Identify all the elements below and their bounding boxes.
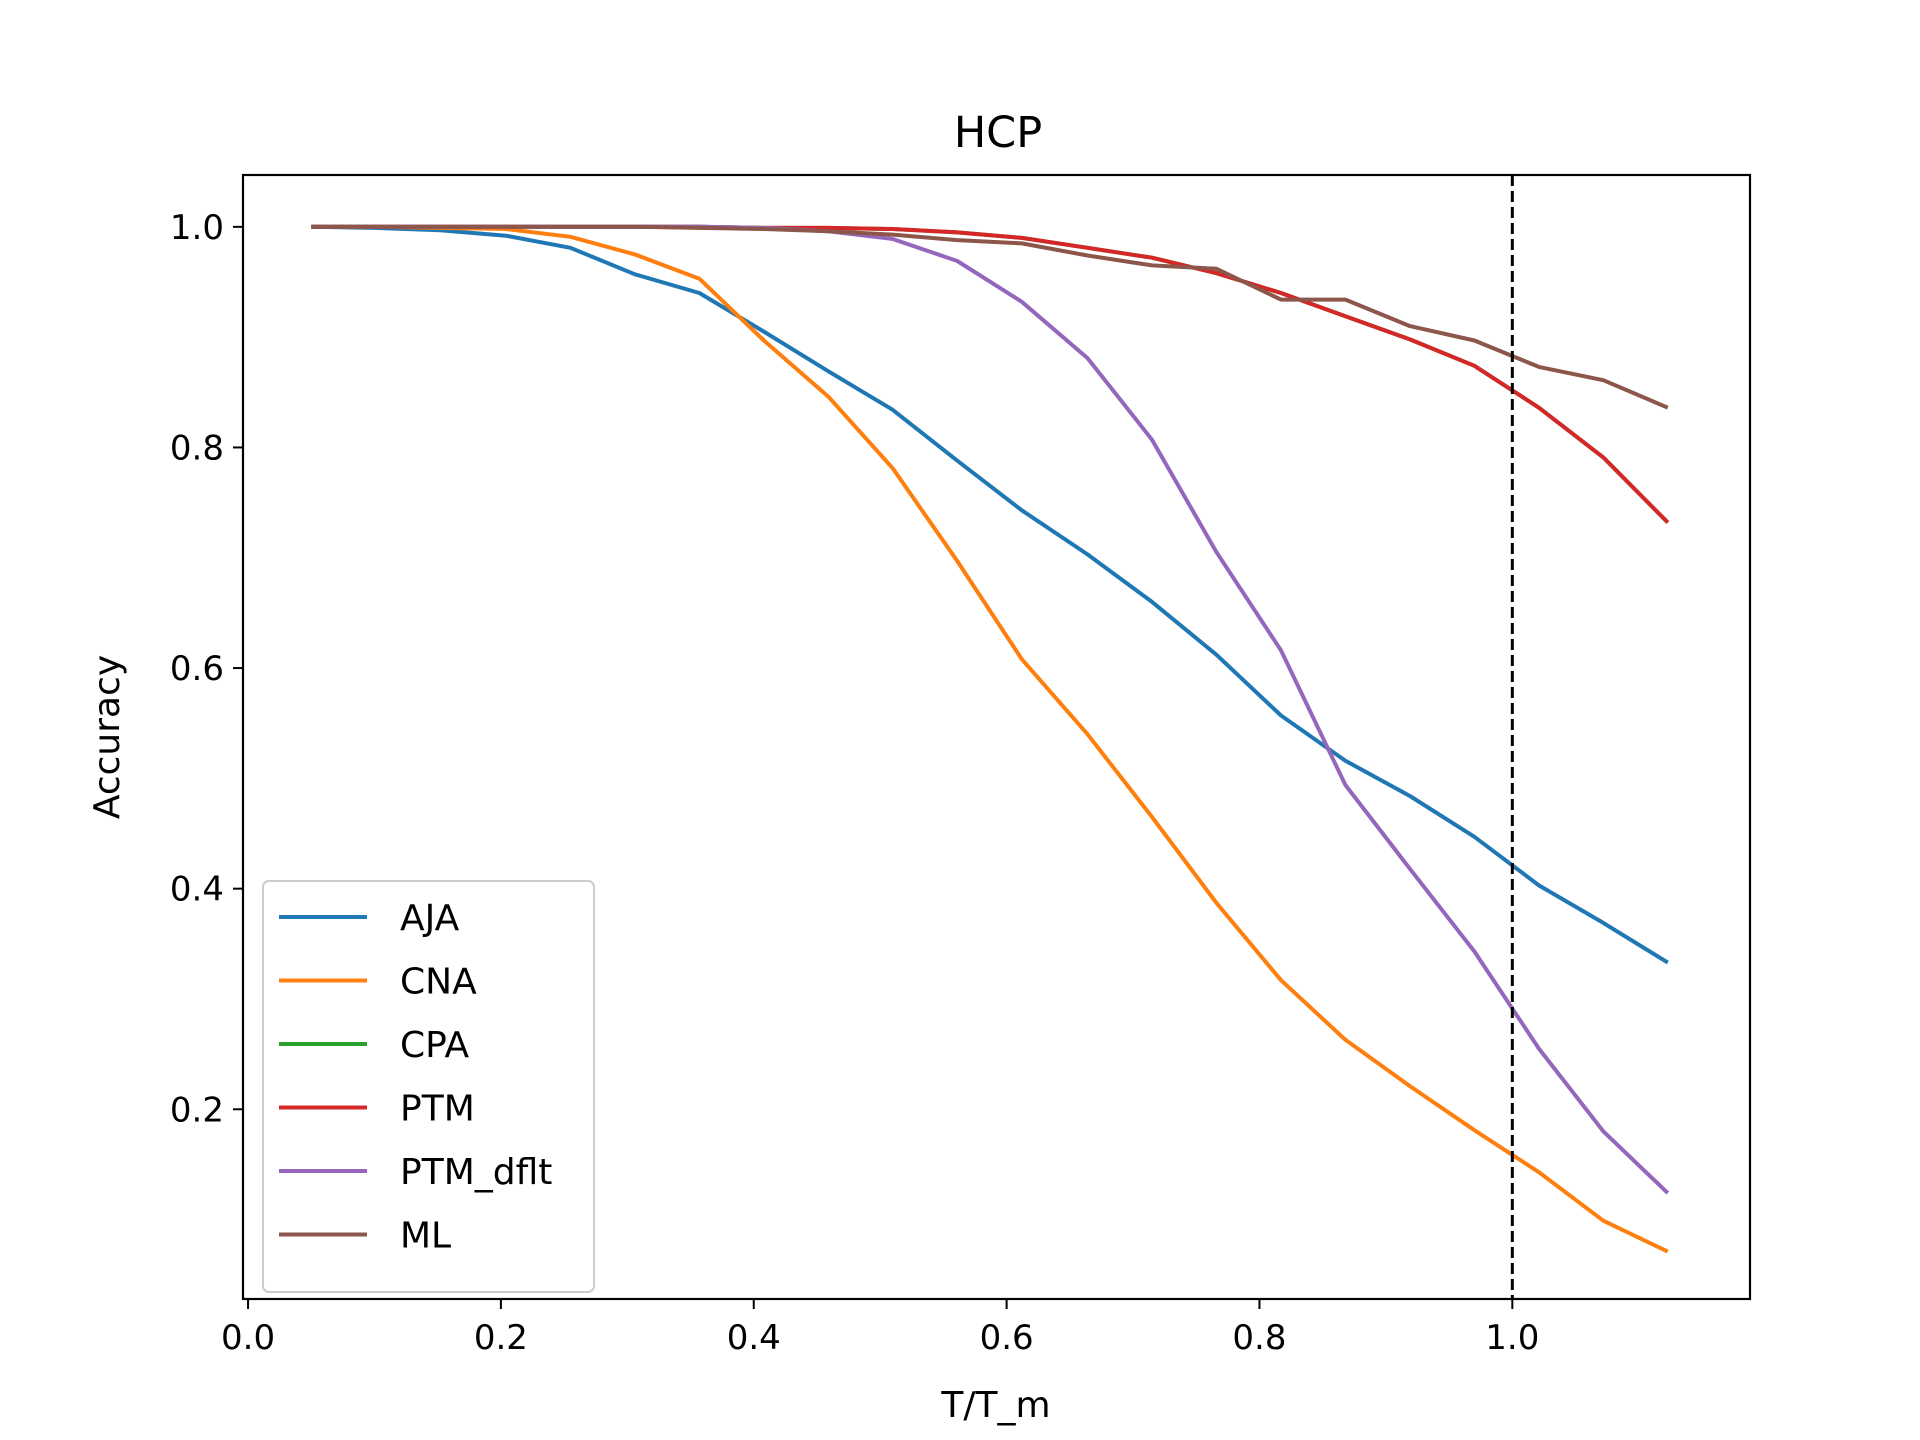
legend-label: ML: [400, 1216, 451, 1257]
x-tick-label: 0.6: [980, 1318, 1034, 1358]
y-axis: 0.2 0.4 0.6 0.8 1.0: [170, 208, 243, 1130]
legend-label: CNA: [400, 962, 477, 1003]
series-line-aja: [311, 224, 1669, 965]
y-tick-label: 0.6: [170, 649, 224, 689]
x-axis: 0.0 0.2 0.4 0.6 0.8 1.0: [221, 1299, 1539, 1358]
legend: AJA CNA CPA PTM PTM_dflt ML: [262, 880, 595, 1293]
legend-label: CPA: [400, 1025, 470, 1066]
x-tick-label: 0.0: [221, 1318, 275, 1358]
y-tick-label: 1.0: [170, 208, 224, 248]
legend-label: AJA: [400, 898, 460, 939]
x-tick-label: 0.8: [1232, 1318, 1286, 1358]
y-tick-label: 0.4: [170, 870, 224, 910]
legend-box: [262, 880, 595, 1293]
y-tick-label: 0.2: [170, 1090, 224, 1130]
y-tick-label: 0.8: [170, 428, 224, 468]
x-axis-label: T/T_m: [940, 1385, 1050, 1426]
series-line-ml: [311, 224, 1669, 410]
x-tick-label: 1.0: [1485, 1318, 1539, 1358]
plot-frame: [241, 173, 1752, 1301]
series-line-cna: [311, 224, 1669, 1254]
chart-title: HCP: [954, 108, 1042, 158]
legend-label: PTM: [400, 1089, 475, 1130]
x-tick-label: 0.4: [727, 1318, 781, 1358]
legend-label: PTM_dflt: [400, 1152, 552, 1193]
series-layer: [311, 224, 1670, 1254]
y-axis-label: Accuracy: [87, 655, 128, 819]
x-tick-label: 0.2: [474, 1318, 528, 1358]
